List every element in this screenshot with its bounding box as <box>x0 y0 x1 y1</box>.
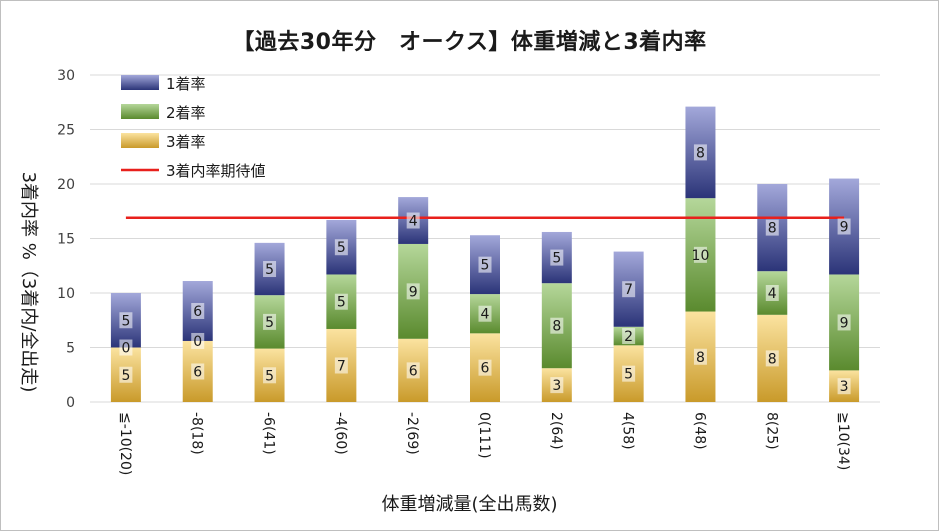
data-label: 4 <box>768 286 777 302</box>
legend-entry: 1着率 <box>166 75 206 93</box>
data-label: 5 <box>624 367 633 383</box>
data-label-bg <box>478 359 492 376</box>
data-label-bg <box>334 239 348 256</box>
data-label: 0 <box>193 334 202 350</box>
data-label-bg <box>622 328 636 345</box>
data-label: 3 <box>552 378 561 394</box>
data-label-bg <box>406 212 420 229</box>
legend-entry: 3着内率期待値 <box>166 162 266 180</box>
data-label-bg <box>119 339 133 356</box>
data-label: 5 <box>265 315 274 331</box>
data-label-bg <box>837 378 851 395</box>
data-label: 6 <box>481 361 490 377</box>
data-label-bg <box>406 362 420 379</box>
data-label: 5 <box>337 295 346 311</box>
data-label: 5 <box>481 258 490 274</box>
data-label: 9 <box>409 284 418 300</box>
data-label-bg <box>406 283 420 300</box>
data-label: 4 <box>409 214 418 230</box>
y-tick-label: 5 <box>66 341 75 357</box>
x-tick-label: -4(60) <box>332 412 348 455</box>
legend-swatch <box>121 75 159 90</box>
data-label: 8 <box>552 319 561 335</box>
chart-title: 【過去30年分 オークス】体重増減と3着内率 <box>232 30 707 55</box>
data-label: 6 <box>409 363 418 379</box>
data-label-bg <box>478 305 492 322</box>
x-axis-label: 体重増減量(全出馬数) <box>381 494 558 515</box>
data-label-bg <box>191 363 205 380</box>
legend-swatch <box>121 133 159 148</box>
data-label: 2 <box>624 329 633 345</box>
x-tick-label: ≧10(34) <box>835 412 851 470</box>
data-label: 8 <box>768 351 777 367</box>
legend-entry: 2着率 <box>166 104 206 122</box>
data-label: 5 <box>552 251 561 267</box>
data-label: 5 <box>121 368 130 384</box>
data-label-bg <box>263 261 277 278</box>
x-tick-label: 4(58) <box>620 412 636 450</box>
data-label: 8 <box>768 221 777 237</box>
data-label: 9 <box>840 220 849 236</box>
data-label-bg <box>191 302 205 319</box>
x-tick-label: 8(25) <box>763 412 779 450</box>
data-label-bg <box>334 293 348 310</box>
data-label: 10 <box>692 248 710 264</box>
y-tick-label: 0 <box>66 395 75 411</box>
data-label-bg <box>119 366 133 383</box>
data-label-bg <box>837 314 851 331</box>
legend-entry: 3着率 <box>166 133 206 151</box>
data-label: 5 <box>265 368 274 384</box>
data-label: 5 <box>337 240 346 256</box>
data-label-bg <box>693 348 707 365</box>
y-tick-label: 20 <box>57 177 75 193</box>
data-label: 8 <box>696 350 705 366</box>
data-label-bg <box>550 377 564 394</box>
data-label: 5 <box>265 262 274 278</box>
y-tick-label: 15 <box>57 232 75 248</box>
data-label-bg <box>263 367 277 384</box>
data-label: 6 <box>193 364 202 380</box>
x-tick-label: -2(69) <box>404 412 420 455</box>
data-label-bg <box>478 256 492 273</box>
data-label-bg <box>622 281 636 298</box>
data-label-bg <box>765 285 779 301</box>
x-tick-label: ≦-10(20) <box>117 412 133 475</box>
data-label-bg <box>622 365 636 382</box>
data-label: 0 <box>121 341 130 357</box>
data-label-bg <box>263 313 277 330</box>
data-label: 5 <box>121 313 130 329</box>
data-label-bg <box>765 219 779 236</box>
data-label: 4 <box>481 307 490 323</box>
data-label: 9 <box>840 315 849 331</box>
y-tick-label: 30 <box>57 68 75 84</box>
data-label: 3 <box>840 379 849 395</box>
data-label: 6 <box>193 304 202 320</box>
data-label-bg <box>119 312 133 329</box>
x-tick-label: 2(64) <box>548 412 564 450</box>
legend-swatch <box>121 104 159 119</box>
y-tick-label: 10 <box>57 286 75 302</box>
data-label: 8 <box>696 145 705 161</box>
x-tick-label: 0(111) <box>476 412 492 459</box>
x-tick-label: -8(18) <box>189 412 205 455</box>
data-label-bg <box>550 317 564 334</box>
data-label-bg <box>765 350 779 367</box>
data-label: 7 <box>337 358 346 374</box>
data-label-bg <box>693 246 707 263</box>
data-label-bg <box>837 218 851 235</box>
x-tick-label: 6(48) <box>691 412 707 450</box>
data-label-bg <box>550 249 564 266</box>
y-tick-label: 25 <box>57 123 75 139</box>
data-label-bg <box>334 357 348 374</box>
data-label-bg <box>191 332 205 349</box>
x-tick-label: -6(41) <box>261 412 277 455</box>
data-label: 7 <box>624 282 633 298</box>
data-label-bg <box>693 144 707 161</box>
